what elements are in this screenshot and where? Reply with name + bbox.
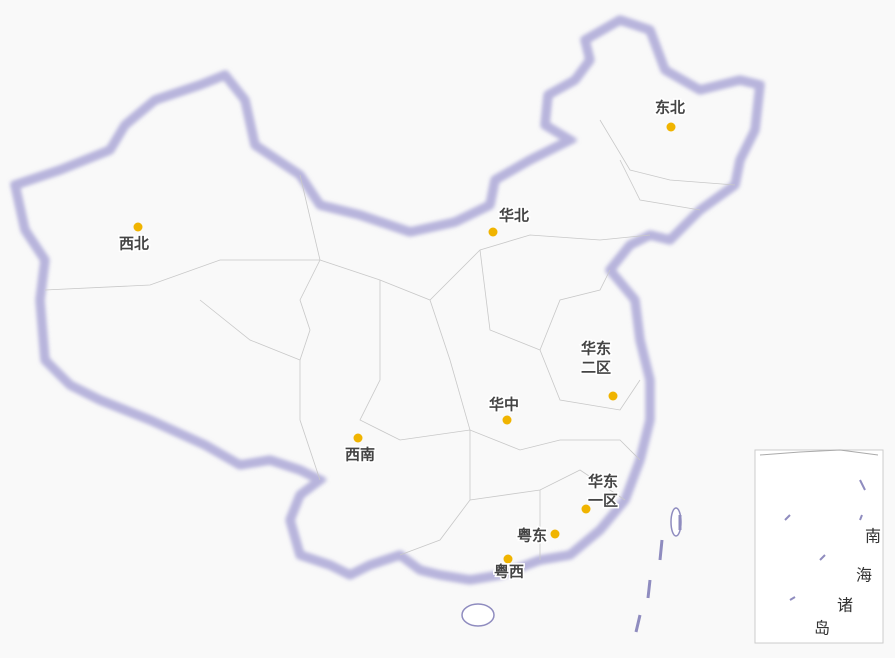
- inset-label: 海: [856, 566, 872, 585]
- country-outline: [10, 16, 764, 633]
- region-dot: [581, 504, 591, 514]
- region-label: 华东: [581, 340, 611, 358]
- region-label: 华北: [499, 207, 529, 225]
- region-dot: [353, 433, 363, 443]
- region-label: 东北: [655, 99, 685, 117]
- region-label: 一区: [588, 492, 618, 510]
- region-label: 二区: [581, 359, 611, 377]
- region-dot: [503, 554, 513, 564]
- region-label: 粤东: [517, 527, 547, 545]
- region-dot: [133, 222, 143, 232]
- region-label: 粤西: [494, 563, 524, 581]
- region-label: 西南: [345, 446, 375, 464]
- region-dot: [666, 122, 676, 132]
- region-label: 西北: [119, 235, 149, 253]
- region-dot: [488, 227, 498, 237]
- region-dot: [550, 529, 560, 539]
- inset-label: 岛: [814, 619, 830, 638]
- region-label: 华东: [588, 473, 618, 491]
- inset-label: 诸: [837, 596, 853, 615]
- region-dot: [608, 391, 618, 401]
- region-dot: [502, 415, 512, 425]
- region-label: 华中: [489, 396, 519, 414]
- inset-box: [754, 449, 884, 644]
- inset-label: 南: [865, 527, 881, 546]
